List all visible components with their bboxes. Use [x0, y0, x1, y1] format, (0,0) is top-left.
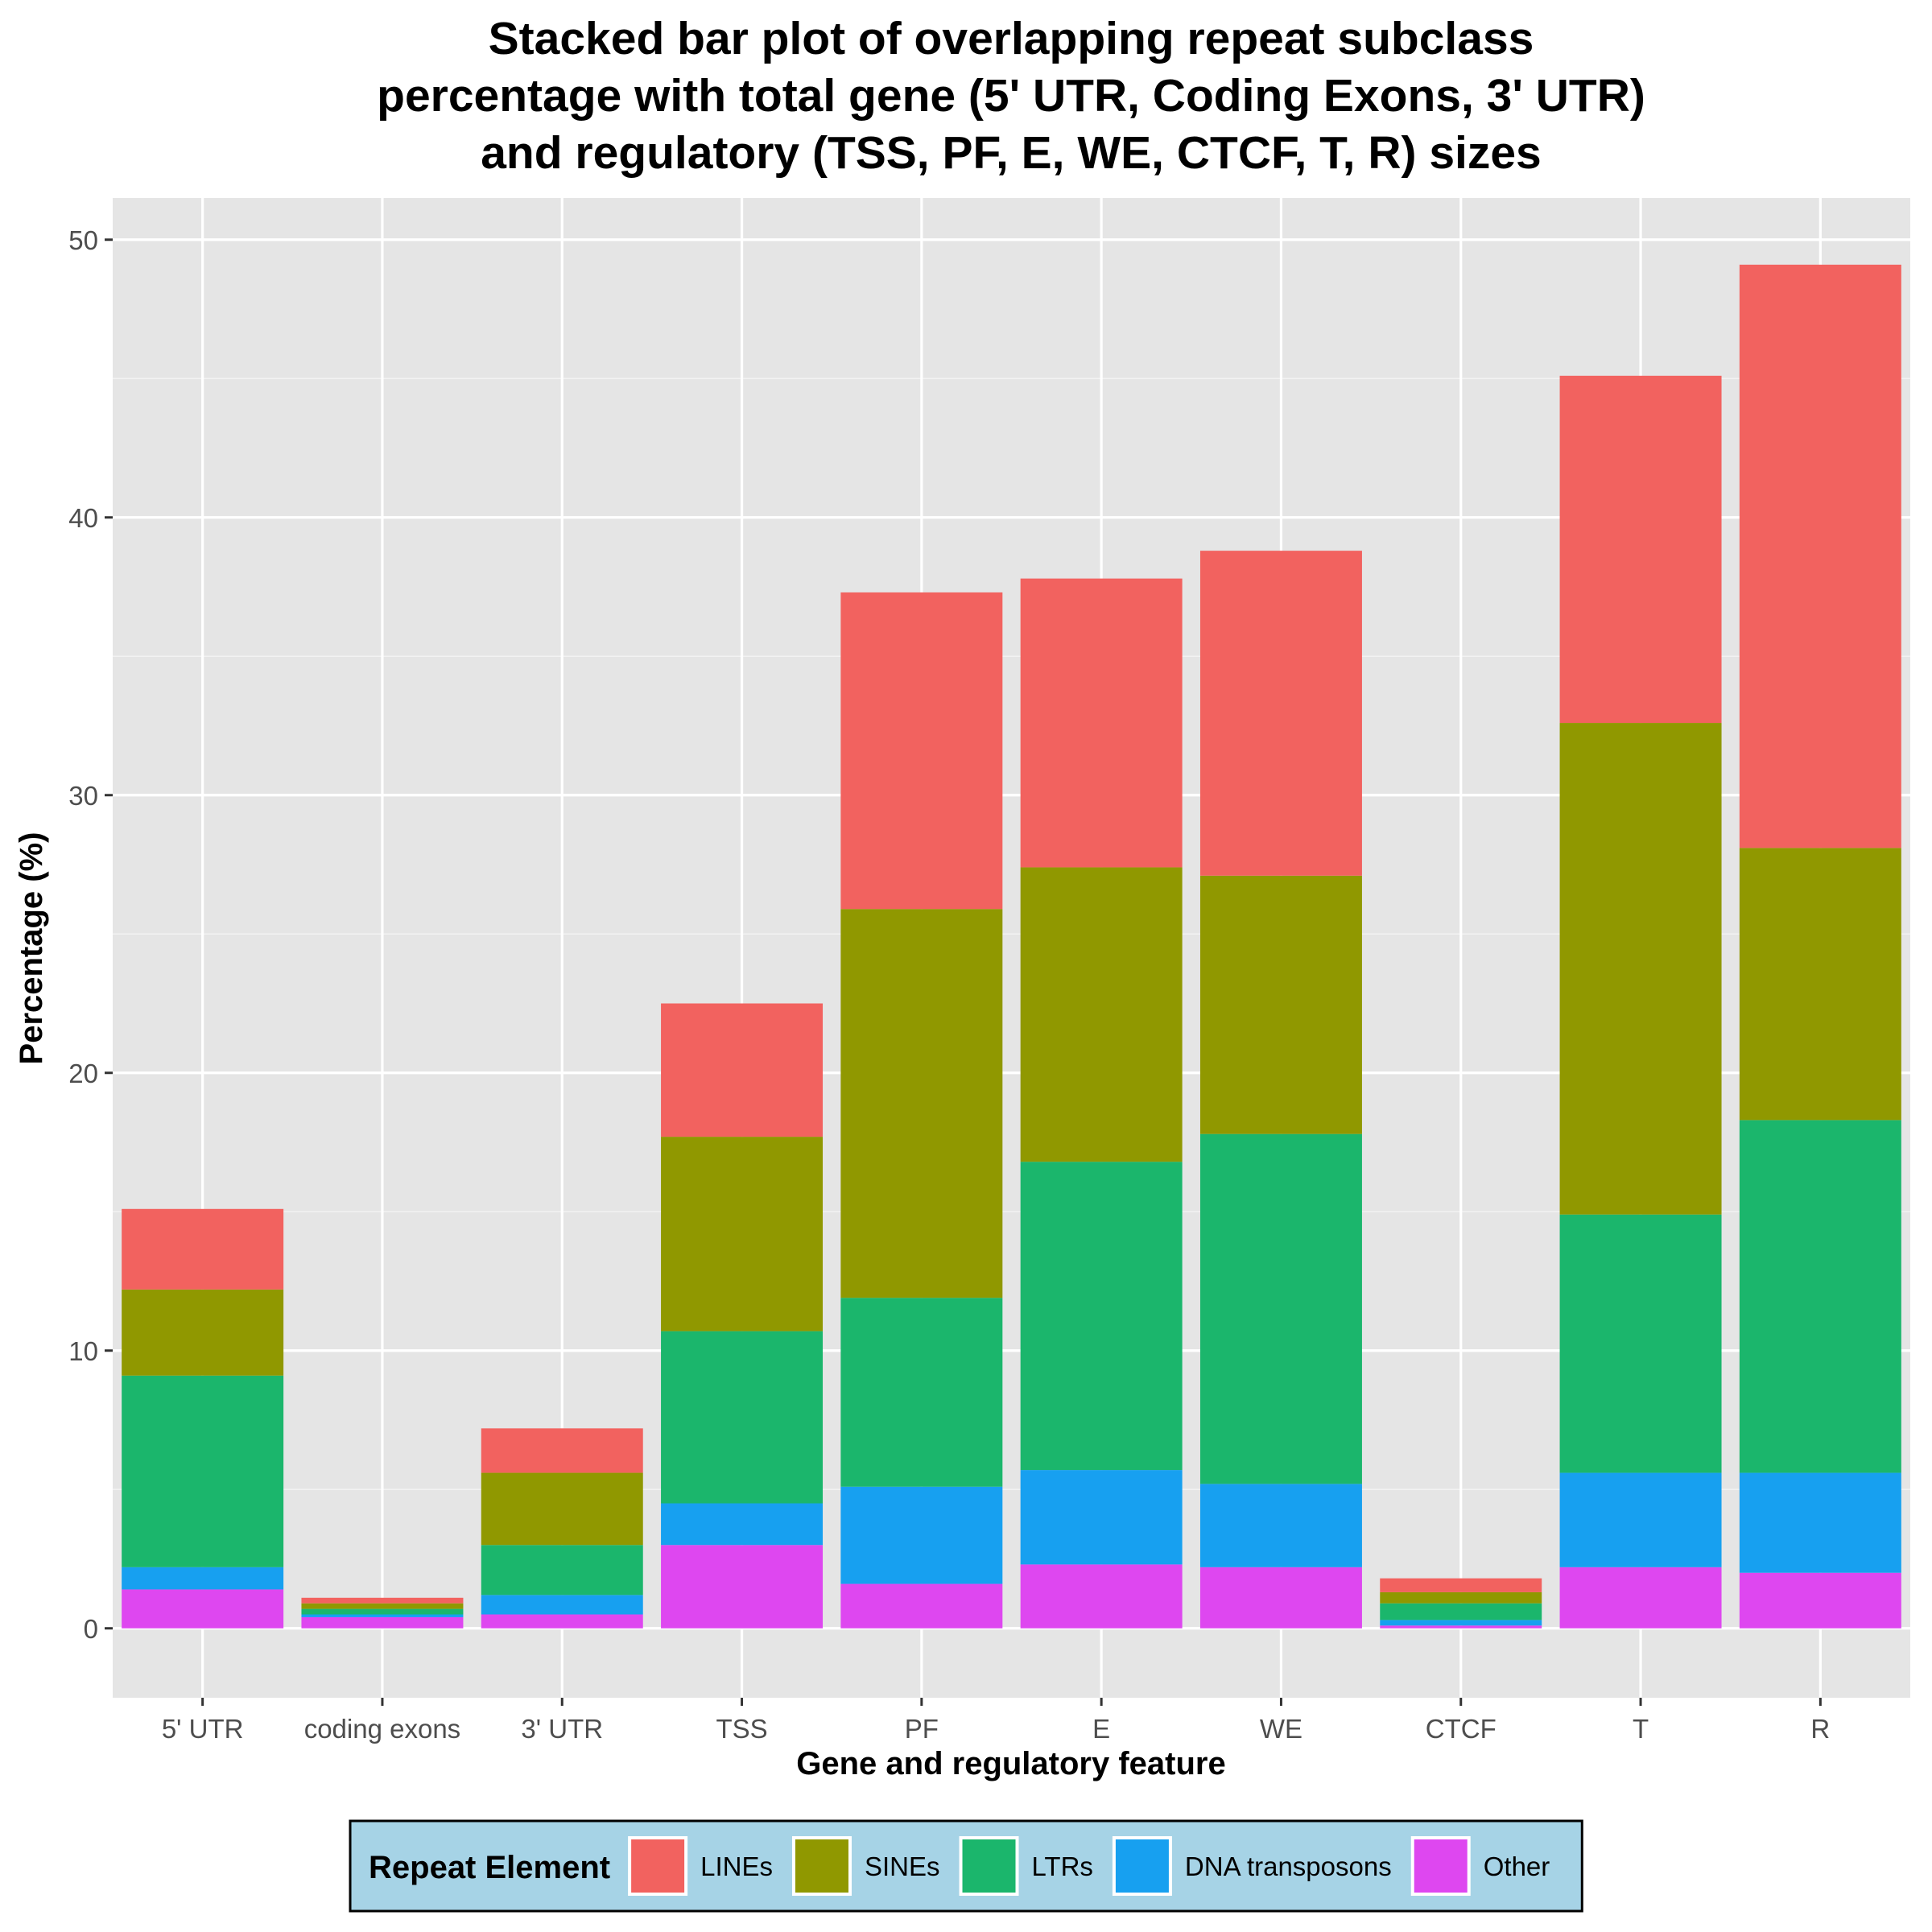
y-tick-label: 10	[68, 1336, 98, 1366]
y-tick-label: 20	[68, 1059, 98, 1088]
bar-segment	[1739, 848, 1901, 1121]
bar-segment	[1020, 578, 1183, 868]
legend-swatch	[628, 1836, 688, 1896]
bar-segment	[840, 592, 1003, 910]
x-tick-label: 3' UTR	[521, 1714, 603, 1744]
bar-segment	[1020, 1162, 1183, 1471]
bar-segment	[301, 1603, 464, 1609]
x-tick-label: T	[1633, 1714, 1649, 1744]
legend-swatch	[1410, 1836, 1471, 1896]
bar-segment	[1380, 1620, 1542, 1626]
legend-label: LINEs	[700, 1852, 773, 1881]
bars	[122, 264, 1901, 1629]
chart-title-line-2: percentage with total gene (5' UTR, Codi…	[377, 70, 1645, 122]
legend-item: LINEs	[628, 1836, 773, 1896]
bar-segment	[301, 1597, 464, 1604]
bar-segment	[1380, 1591, 1542, 1604]
bar-segment	[840, 909, 1003, 1298]
legend-items: LINEs SINEs LTRs DNA transposons Other	[628, 1836, 1550, 1896]
chart-title-line-3: and regulatory (TSS, PF, E, WE, CTCF, T,…	[481, 127, 1542, 179]
bar-segment	[122, 1289, 284, 1376]
x-tick-label: E	[1092, 1714, 1110, 1744]
bar-segment	[840, 1486, 1003, 1584]
bar-segment	[1020, 1564, 1183, 1629]
y-tick-label: 30	[68, 781, 98, 811]
bar-segment	[1020, 867, 1183, 1162]
bar-segment	[481, 1472, 643, 1546]
y-axis-title: Percentage (%)	[14, 832, 49, 1065]
bar-segment	[481, 1595, 643, 1615]
bar-segment	[301, 1608, 464, 1615]
legend-label: LTRs	[1032, 1852, 1093, 1881]
legend-item: Other	[1410, 1836, 1550, 1896]
bar-segment	[1559, 723, 1722, 1215]
chart-title-line-1: Stacked bar plot of overlapping repeat s…	[489, 13, 1534, 64]
bar-segment	[481, 1428, 643, 1473]
bar-segment	[122, 1567, 284, 1590]
bar-segment	[840, 1298, 1003, 1487]
bar-segment	[1739, 264, 1901, 848]
y-tick-label: 0	[84, 1614, 98, 1644]
y-axis-ticks: 0 10 20 30 40 50	[68, 225, 113, 1644]
bar-segment	[1199, 1133, 1362, 1484]
bar-segment	[1199, 551, 1362, 876]
bar-segment	[1559, 1567, 1722, 1629]
bar-segment	[1380, 1603, 1542, 1620]
bar-segment	[1739, 1120, 1901, 1473]
x-axis-ticks: 5' UTR coding exons 3' UTR TSS PF E WE CTCF T R	[162, 1698, 1830, 1744]
legend-swatch	[959, 1836, 1019, 1896]
bar-segment	[661, 1503, 824, 1546]
x-axis-title: Gene and regulatory feature	[796, 1746, 1225, 1781]
chart-title: Stacked bar plot of overlapping repeat s…	[377, 13, 1645, 179]
bar-segment	[661, 1545, 824, 1629]
bar-segment	[661, 1003, 824, 1137]
bar-segment	[661, 1137, 824, 1331]
bar-segment	[1559, 375, 1722, 724]
legend-item: SINEs	[791, 1836, 940, 1896]
bar-segment	[122, 1589, 284, 1629]
y-tick-label: 50	[68, 225, 98, 255]
x-tick-label: CTCF	[1426, 1714, 1496, 1744]
bar-segment	[1380, 1578, 1542, 1592]
x-tick-label: TSS	[716, 1714, 767, 1744]
bar-segment	[122, 1375, 284, 1567]
bar-segment	[1559, 1472, 1722, 1567]
legend-swatch	[1112, 1836, 1172, 1896]
bar-segment	[1559, 1214, 1722, 1473]
bar-segment	[1199, 875, 1362, 1134]
bar-segment	[1199, 1484, 1362, 1567]
bar-segment	[481, 1614, 643, 1629]
bar-segment	[301, 1616, 464, 1629]
x-tick-label: coding exons	[304, 1714, 460, 1744]
bar-segment	[1199, 1567, 1362, 1629]
legend-swatch	[791, 1836, 852, 1896]
legend-item: DNA transposons	[1112, 1836, 1392, 1896]
legend-item: LTRs	[959, 1836, 1093, 1896]
x-tick-label: PF	[905, 1714, 939, 1744]
x-tick-label: WE	[1260, 1714, 1302, 1744]
bar-segment	[1020, 1470, 1183, 1565]
bar-segment	[301, 1614, 464, 1617]
x-tick-label: 5' UTR	[162, 1714, 244, 1744]
bar-segment	[481, 1545, 643, 1596]
y-tick-label: 40	[68, 503, 98, 533]
legend-label: Other	[1484, 1852, 1550, 1881]
bar-segment	[1739, 1472, 1901, 1573]
bar-segment	[1739, 1572, 1901, 1629]
bar-segment	[122, 1208, 284, 1290]
bar-segment	[840, 1583, 1003, 1629]
x-tick-label: R	[1810, 1714, 1830, 1744]
legend: Repeat Element LINEs SINEs LTRs DNA transpo…	[349, 1819, 1583, 1913]
bar-segment	[1380, 1625, 1542, 1629]
legend-label: DNA transposons	[1185, 1852, 1392, 1881]
legend-title: Repeat Element	[369, 1850, 610, 1885]
legend-label: SINEs	[865, 1852, 940, 1881]
bar-segment	[661, 1331, 824, 1504]
